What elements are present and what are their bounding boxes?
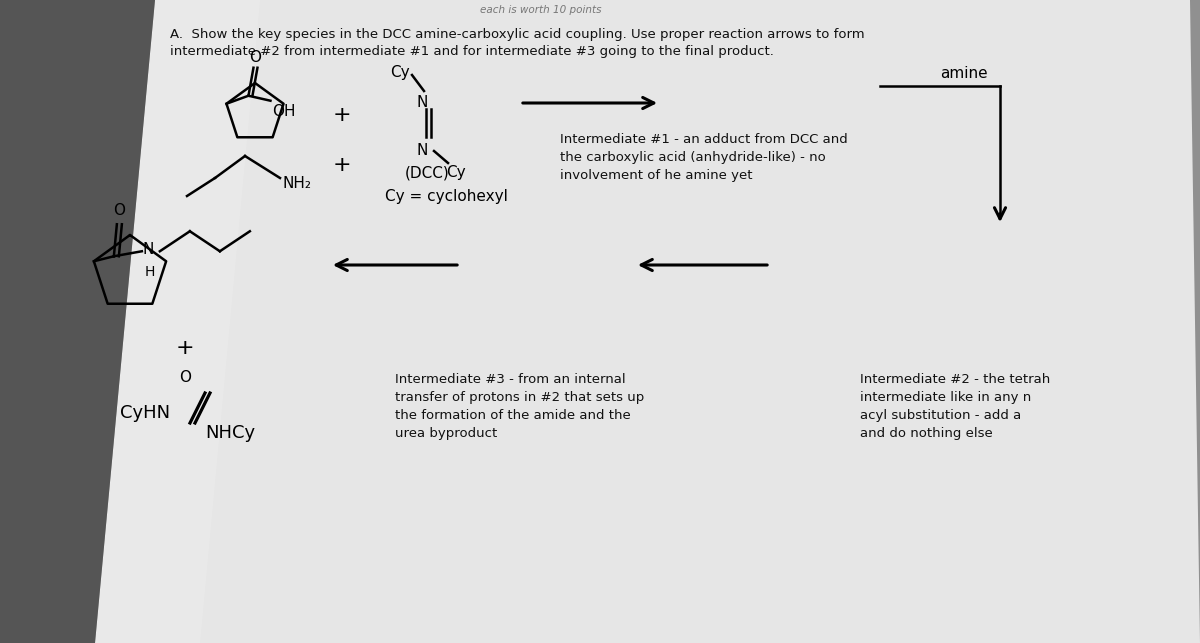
Text: the formation of the amide and the: the formation of the amide and the [395, 409, 631, 422]
Polygon shape [95, 0, 1200, 643]
Text: O: O [179, 370, 191, 385]
Text: N: N [416, 95, 427, 110]
Text: NH₂: NH₂ [282, 176, 311, 190]
Text: intermediate #2 from intermediate #1 and for intermediate #3 going to the final : intermediate #2 from intermediate #1 and… [170, 45, 774, 58]
Text: involvement of he amine yet: involvement of he amine yet [560, 169, 752, 182]
Text: and do nothing else: and do nothing else [860, 427, 992, 440]
Polygon shape [0, 0, 155, 643]
Text: Intermediate #1 - an adduct from DCC and: Intermediate #1 - an adduct from DCC and [560, 133, 847, 146]
Text: +: + [175, 338, 194, 358]
Text: Cy = cyclohexyl: Cy = cyclohexyl [385, 189, 508, 204]
Text: the carboxylic acid (anhydride-like) - no: the carboxylic acid (anhydride-like) - n… [560, 151, 826, 164]
Text: acyl substitution - add a: acyl substitution - add a [860, 409, 1021, 422]
Text: intermediate like in any n: intermediate like in any n [860, 391, 1031, 404]
Text: each is worth 10 points: each is worth 10 points [480, 5, 601, 15]
Text: Cy: Cy [390, 66, 409, 80]
Text: Cy: Cy [446, 165, 466, 180]
Text: amine: amine [940, 66, 988, 81]
Text: (DCC): (DCC) [406, 166, 450, 181]
Text: Intermediate #2 - the tetrah: Intermediate #2 - the tetrah [860, 373, 1050, 386]
Text: N: N [416, 143, 427, 158]
Text: transfer of protons in #2 that sets up: transfer of protons in #2 that sets up [395, 391, 644, 404]
Text: urea byproduct: urea byproduct [395, 427, 497, 440]
Text: +: + [332, 155, 352, 175]
Text: O: O [250, 50, 262, 65]
Text: CyHN: CyHN [120, 404, 170, 422]
Text: A.  Show the key species in the DCC amine-carboxylic acid coupling. Use proper r: A. Show the key species in the DCC amine… [170, 28, 865, 41]
Text: Intermediate #3 - from an internal: Intermediate #3 - from an internal [395, 373, 625, 386]
Text: H: H [145, 266, 155, 279]
Text: NHCy: NHCy [205, 424, 256, 442]
Text: O: O [113, 203, 125, 218]
Text: OH: OH [272, 104, 296, 119]
Text: +: + [332, 105, 352, 125]
Polygon shape [95, 0, 260, 643]
Text: N: N [143, 242, 155, 257]
